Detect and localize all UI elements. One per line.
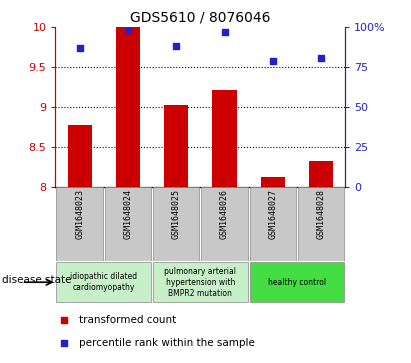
Point <box>61 318 67 323</box>
Bar <box>153 262 248 302</box>
Text: GSM1648023: GSM1648023 <box>75 189 84 239</box>
Point <box>61 340 67 346</box>
Bar <box>249 187 296 261</box>
Point <box>76 45 83 51</box>
Bar <box>56 187 103 261</box>
Point <box>221 29 228 35</box>
Text: transformed count: transformed count <box>79 315 176 326</box>
Bar <box>153 187 199 261</box>
Bar <box>201 187 248 261</box>
Point <box>318 55 324 61</box>
Text: GSM1648027: GSM1648027 <box>268 189 277 239</box>
Text: disease state: disease state <box>2 275 72 285</box>
Bar <box>212 90 237 187</box>
Bar <box>56 262 151 302</box>
Bar <box>249 262 344 302</box>
Point <box>270 58 276 64</box>
Text: GSM1648024: GSM1648024 <box>123 189 132 239</box>
Bar <box>67 125 92 187</box>
Text: pulmonary arterial
hypertension with
BMPR2 mutation: pulmonary arterial hypertension with BMP… <box>164 267 236 298</box>
Title: GDS5610 / 8076046: GDS5610 / 8076046 <box>130 11 270 25</box>
Bar <box>298 187 344 261</box>
Text: GSM1648028: GSM1648028 <box>316 189 326 239</box>
Text: GSM1648026: GSM1648026 <box>220 189 229 239</box>
Bar <box>309 162 333 187</box>
Bar <box>105 187 151 261</box>
Text: healthy control: healthy control <box>268 278 326 287</box>
Text: GSM1648025: GSM1648025 <box>172 189 181 239</box>
Point <box>173 44 180 49</box>
Bar <box>164 105 188 187</box>
Bar <box>261 176 285 187</box>
Text: percentile rank within the sample: percentile rank within the sample <box>79 338 254 348</box>
Text: idiopathic dilated
cardiomyopathy: idiopathic dilated cardiomyopathy <box>70 272 137 292</box>
Bar <box>116 27 140 187</box>
Point <box>125 28 131 33</box>
